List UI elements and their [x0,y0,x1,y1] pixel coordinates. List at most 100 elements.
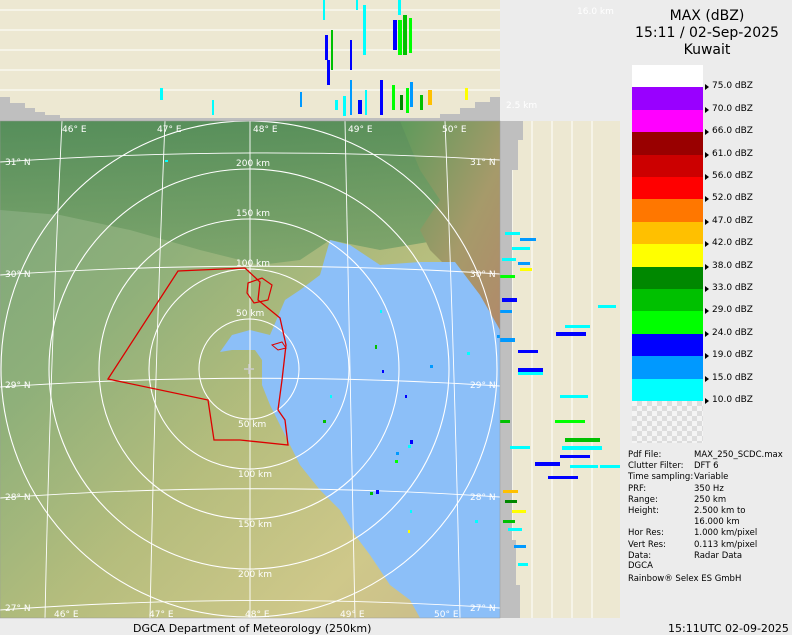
profile-echo [393,20,397,50]
legend-swatch [632,244,703,267]
legend-label: 70.0 dBZ [712,103,753,114]
profile-echo [420,95,423,110]
right-height-profile [500,121,620,618]
legend-label: 56.0 dBZ [712,171,753,181]
profile-echo [502,258,516,261]
range-ring-label-north: 50 km [236,309,265,319]
lon-label-top: 50° E [442,125,467,135]
profile-echo [565,325,590,328]
profile-echo [212,100,214,115]
lat-label-left: 27° N [5,604,31,614]
legend-swatch [632,311,703,334]
range-ring-label-north: 200 km [236,159,271,169]
info-key: Pdf File: [628,450,662,460]
radar-echo [430,365,433,368]
info-value: 1.000 km/pixel [694,528,758,539]
profile-echo [409,18,412,53]
radar-echo [405,395,407,398]
profile-echo [502,298,517,302]
info-value: MAX_250_SCDC.max [694,450,783,460]
profile-echo [503,490,518,493]
profile-echo [518,368,543,372]
legend-swatch [632,87,703,110]
profile-echo [556,332,586,336]
legend-tick-icon [705,308,709,315]
profile-echo [406,88,409,113]
legend-tick-icon [705,286,709,292]
info-value: DFT 6 [694,461,719,472]
legend-tick-icon [705,330,709,337]
profile-echo [428,90,432,105]
profile-echo [380,80,383,115]
profile-echo [343,96,346,116]
legend-swatch [632,65,703,88]
legend-label: 66.0 dBZ [712,126,753,137]
profile-echo [350,40,352,70]
profile-echo [356,0,358,10]
profile-echo [465,88,468,100]
profile-echo [505,500,517,503]
info-value: Radar Data [694,550,743,561]
radar-echo [395,460,398,463]
legend-tick-icon [705,218,709,225]
footer-source: DGCA Department of Meteorology (250km) [133,622,372,635]
profile-echo [327,60,330,85]
lon-label-top: 46° E [62,125,87,135]
legend-label: 47.0 dBZ [712,215,753,226]
range-ring-label-south: 100 km [238,470,273,480]
legend-label: 10.0 dBZ [712,395,753,405]
profile-echo [520,268,532,271]
legend-label: 42.0 dBZ [712,238,753,249]
profile-echo [500,275,515,278]
profile-echo [570,465,598,468]
legend-label: 75.0 dBZ [712,81,753,92]
right-profile-echoes [500,232,620,566]
profile-echo [500,420,510,423]
profile-echo [562,446,602,450]
legend-tick-icon [705,398,709,404]
range-ring-label-south: 150 km [238,520,273,530]
legend-tick-icon [705,174,709,180]
height-label-top: 16.0 km [577,7,614,17]
legend-swatch [632,356,703,379]
info-key: Data: [628,550,652,561]
lat-label-right: 31° N [470,158,496,168]
legend-swatch [632,289,703,312]
radar-echo [408,445,411,448]
profile-echo [512,247,530,250]
legend-swatch [632,154,703,177]
info-key: PRF: [628,483,647,494]
profile-echo [514,545,526,548]
legend-tick-icon [705,196,709,203]
height-label-bottom: 2.5 km [506,101,538,111]
legend-tick-icon [705,151,709,158]
legend-swatch [632,266,703,289]
radar-echo [323,420,326,423]
profile-echo [398,0,401,15]
lat-label-left: 31° N [5,158,31,168]
legend-tick-icon [705,129,709,136]
radar-echo [410,440,413,444]
lon-label-bottom: 47° E [149,610,174,620]
profile-echo [518,372,543,375]
info-value: 2.500 km to [694,506,746,516]
profile-echo [560,395,588,398]
legend-swatch [632,378,703,401]
legend-nodata-swatch [632,401,703,443]
info-key: Hor Res: [628,528,664,539]
info-value: 16.000 km [694,517,740,528]
info-key: Vert Res: [628,539,666,550]
info-key: Height: [628,506,659,516]
lon-label-bottom: 48° E [245,610,270,620]
lon-label-top: 49° E [348,125,373,135]
profile-echo [518,350,538,353]
legend-tick-icon [705,84,709,91]
profile-echo [400,95,403,110]
product-datetime: 15:11 / 02-Sep-2025 [635,25,779,41]
lat-label-left: 30° N [5,270,31,280]
lon-label-bottom: 46° E [54,610,79,620]
legend-swatch [632,109,703,133]
info-key: Time sampling: [628,472,694,483]
radar-echo [467,352,470,355]
